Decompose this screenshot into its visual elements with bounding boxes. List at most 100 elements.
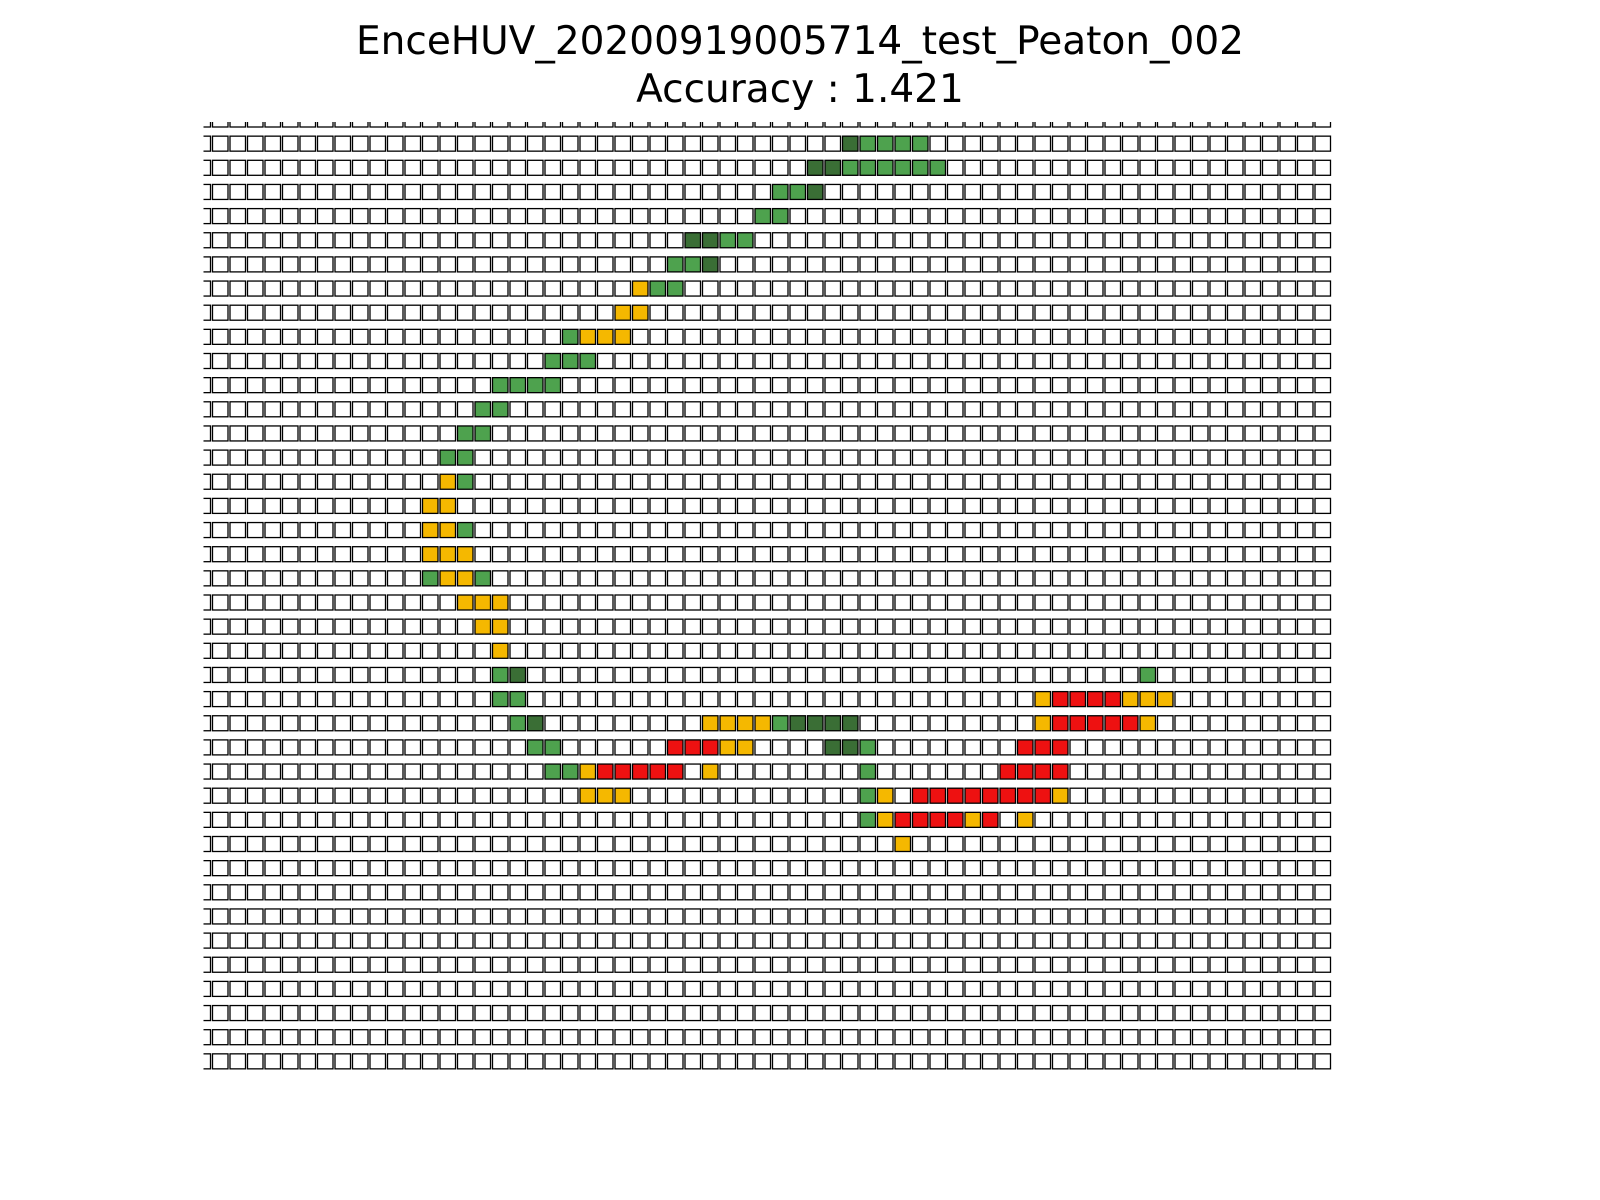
heatmap-cell [789, 956, 807, 973]
heatmap-cell [1139, 1004, 1157, 1022]
heatmap-cell [474, 376, 492, 394]
heatmap-cells [203, 122, 1332, 1070]
heatmap-cell [1086, 280, 1104, 297]
heatmap-cell [1139, 811, 1157, 828]
heatmap-cell [404, 763, 422, 780]
heatmap-cell [509, 1029, 527, 1046]
heatmap-cell [299, 739, 317, 756]
heatmap-cell [1121, 1029, 1139, 1046]
heatmap-cell-filled [719, 715, 737, 732]
heatmap-cell [719, 1029, 737, 1046]
heatmap-cell-filled [771, 715, 789, 732]
heatmap-cell [789, 352, 807, 370]
heatmap-cell [964, 956, 982, 973]
heatmap-cell [1016, 135, 1034, 152]
heatmap-cell [1156, 521, 1174, 539]
heatmap-cell [1296, 232, 1314, 249]
heatmap-cell-filled [509, 715, 527, 732]
heatmap-cell [1279, 352, 1297, 370]
heatmap-cell [1279, 122, 1297, 128]
heatmap-cell [579, 304, 597, 321]
heatmap-cell [596, 835, 614, 853]
heatmap-cell [981, 1004, 999, 1022]
heatmap-cell [1139, 980, 1157, 998]
heatmap-cell [929, 956, 947, 973]
heatmap-cell [911, 497, 929, 515]
heatmap-cell [229, 690, 247, 708]
heatmap-cell [404, 159, 422, 176]
heatmap-cell [404, 376, 422, 394]
heatmap-cell [841, 594, 859, 611]
heatmap-cell [911, 449, 929, 466]
heatmap-cell [203, 159, 212, 176]
heatmap-cell [299, 304, 317, 321]
heatmap-cell [509, 835, 527, 853]
heatmap-cell [789, 642, 807, 659]
heatmap-cell [719, 956, 737, 973]
heatmap-cell [771, 618, 789, 635]
heatmap-cell [1086, 546, 1104, 563]
heatmap-cell [386, 739, 404, 756]
heatmap-cell [1209, 159, 1227, 176]
heatmap-cell [421, 884, 439, 901]
heatmap-cell [439, 956, 457, 973]
heatmap-cell [1051, 122, 1069, 128]
heatmap-cell [684, 884, 702, 901]
heatmap-cell [386, 811, 404, 828]
heatmap-cell [1121, 135, 1139, 152]
heatmap-cell [1244, 135, 1262, 152]
heatmap-cell [1191, 811, 1209, 828]
heatmap-cell [596, 642, 614, 659]
heatmap-cell [684, 811, 702, 828]
heatmap-cell [561, 122, 579, 128]
heatmap-cell [684, 352, 702, 370]
heatmap-cell [824, 521, 842, 539]
heatmap-cell [684, 1053, 702, 1070]
heatmap-cell [1016, 256, 1034, 273]
heatmap-cell [666, 425, 684, 442]
heatmap-cell [1156, 1053, 1174, 1070]
heatmap-cell [964, 1029, 982, 1046]
heatmap-cell [456, 739, 474, 756]
heatmap-cell [701, 860, 719, 877]
heatmap-cell [526, 666, 544, 684]
heatmap-cell [299, 183, 317, 201]
heatmap-cell [491, 1029, 509, 1046]
heatmap-cell [1314, 280, 1332, 297]
heatmap-cell [1296, 908, 1314, 925]
heatmap-cell [806, 884, 824, 901]
heatmap-cell [631, 594, 649, 611]
heatmap-cell [351, 376, 369, 394]
heatmap-cell [754, 956, 772, 973]
heatmap-cell [596, 183, 614, 201]
heatmap-cell [264, 159, 282, 176]
heatmap-cell [929, 376, 947, 394]
heatmap-cell [264, 980, 282, 998]
heatmap-cell [299, 1029, 317, 1046]
heatmap-cell [1226, 980, 1244, 998]
heatmap-cell [789, 207, 807, 225]
heatmap-cell [579, 932, 597, 949]
heatmap-cell [561, 376, 579, 394]
heatmap-cell [666, 376, 684, 394]
heatmap-cell [841, 642, 859, 659]
heatmap-cell [929, 183, 947, 201]
heatmap-cell [1191, 570, 1209, 587]
heatmap-cell [229, 135, 247, 152]
heatmap-cell [701, 425, 719, 442]
heatmap-cell [334, 690, 352, 708]
heatmap-cell [1261, 256, 1279, 273]
heatmap-cell [1104, 159, 1122, 176]
heatmap-cell [771, 690, 789, 708]
heatmap-cell [1314, 618, 1332, 635]
heatmap-cell [316, 376, 334, 394]
heatmap-cell [736, 122, 754, 128]
heatmap-cell [211, 1053, 229, 1070]
heatmap-cell [561, 425, 579, 442]
heatmap-cell [474, 328, 492, 346]
heatmap-cell [1016, 908, 1034, 925]
heatmap-cell [561, 521, 579, 539]
heatmap-cell [649, 304, 667, 321]
heatmap-cell [474, 884, 492, 901]
heatmap-cell [1016, 1004, 1034, 1022]
